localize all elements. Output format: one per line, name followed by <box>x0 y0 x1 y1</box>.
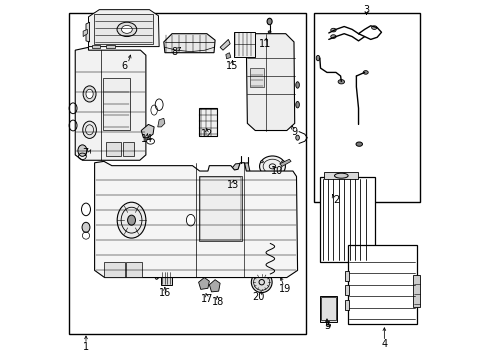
Ellipse shape <box>259 156 285 177</box>
Bar <box>267 231 279 242</box>
Text: 14: 14 <box>141 134 153 144</box>
Text: 10: 10 <box>271 166 283 176</box>
Text: 4: 4 <box>381 339 386 349</box>
Polygon shape <box>220 40 230 50</box>
Bar <box>321 297 335 320</box>
Text: 17: 17 <box>200 294 213 304</box>
Ellipse shape <box>295 135 299 140</box>
Polygon shape <box>141 125 154 138</box>
Bar <box>106 142 121 156</box>
Polygon shape <box>158 118 164 127</box>
Ellipse shape <box>295 102 299 108</box>
Polygon shape <box>75 47 145 160</box>
Bar <box>319 296 336 321</box>
Text: 12: 12 <box>200 129 213 139</box>
Ellipse shape <box>334 173 347 178</box>
Bar <box>233 32 255 57</box>
Text: 8: 8 <box>171 46 177 57</box>
Bar <box>347 244 416 324</box>
Bar <box>199 109 216 135</box>
Polygon shape <box>92 45 100 48</box>
Ellipse shape <box>186 215 195 226</box>
Ellipse shape <box>363 71 367 74</box>
Ellipse shape <box>82 222 90 232</box>
Bar <box>344 271 348 281</box>
Ellipse shape <box>270 175 273 177</box>
Ellipse shape <box>281 161 284 163</box>
Polygon shape <box>88 10 159 46</box>
Bar <box>161 271 172 285</box>
Ellipse shape <box>371 26 376 30</box>
Ellipse shape <box>266 18 271 25</box>
Bar <box>126 262 142 277</box>
Ellipse shape <box>78 145 87 156</box>
Text: 16: 16 <box>159 288 171 298</box>
Polygon shape <box>209 280 220 292</box>
Text: 19: 19 <box>278 284 290 294</box>
Polygon shape <box>229 163 249 182</box>
Polygon shape <box>86 22 89 42</box>
Bar <box>104 262 124 277</box>
Text: 9: 9 <box>291 127 297 136</box>
Bar <box>94 14 153 44</box>
Bar <box>344 300 348 310</box>
Text: 20: 20 <box>252 292 264 302</box>
Bar <box>198 176 242 241</box>
Ellipse shape <box>82 121 96 138</box>
Ellipse shape <box>127 215 135 225</box>
Ellipse shape <box>355 142 362 146</box>
Bar <box>198 108 217 136</box>
Ellipse shape <box>86 89 93 99</box>
Ellipse shape <box>155 99 163 111</box>
Polygon shape <box>279 159 290 166</box>
Polygon shape <box>198 278 209 289</box>
Bar <box>412 275 419 307</box>
Text: 5: 5 <box>323 321 329 331</box>
Text: 6: 6 <box>121 61 127 71</box>
Ellipse shape <box>330 35 335 39</box>
Text: 1: 1 <box>83 342 89 352</box>
Bar <box>249 68 263 87</box>
Bar <box>199 177 241 240</box>
Bar <box>314 13 419 202</box>
Bar <box>324 172 357 179</box>
Ellipse shape <box>295 82 299 88</box>
Ellipse shape <box>337 80 344 84</box>
Text: 18: 18 <box>211 297 224 307</box>
Ellipse shape <box>117 202 145 238</box>
Polygon shape <box>163 34 215 53</box>
Ellipse shape <box>260 161 263 163</box>
Bar <box>266 230 281 244</box>
Text: 15: 15 <box>225 61 238 71</box>
Text: 2: 2 <box>332 195 338 205</box>
Ellipse shape <box>325 324 330 327</box>
Text: 11: 11 <box>259 40 271 49</box>
Ellipse shape <box>81 203 90 216</box>
Ellipse shape <box>251 272 271 293</box>
Ellipse shape <box>117 22 137 37</box>
Polygon shape <box>83 30 87 37</box>
Polygon shape <box>94 161 297 278</box>
Ellipse shape <box>121 26 132 33</box>
Text: 3: 3 <box>363 5 369 15</box>
Ellipse shape <box>316 55 319 61</box>
Text: 13: 13 <box>226 180 239 190</box>
Polygon shape <box>106 45 115 48</box>
Bar <box>344 285 348 296</box>
Bar <box>69 13 305 334</box>
Polygon shape <box>246 34 294 131</box>
Bar <box>102 78 129 130</box>
Bar <box>319 177 375 262</box>
Text: 7: 7 <box>81 148 88 158</box>
Bar <box>123 142 134 156</box>
Ellipse shape <box>83 86 96 102</box>
Ellipse shape <box>267 31 270 33</box>
Ellipse shape <box>330 28 335 32</box>
Polygon shape <box>225 53 230 59</box>
